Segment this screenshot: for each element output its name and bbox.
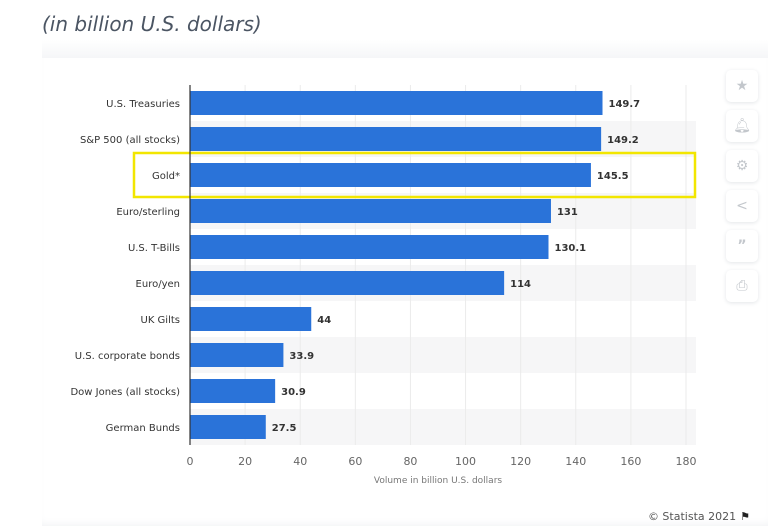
statista-credit[interactable]: © Statista 2021 ⚑ xyxy=(648,510,750,523)
bar xyxy=(190,235,549,259)
value-label: 130.1 xyxy=(554,243,586,254)
bar xyxy=(190,271,505,295)
bar xyxy=(190,307,312,331)
bar xyxy=(190,127,602,151)
category-label: S&P 500 (all stocks) xyxy=(80,135,180,146)
x-tick-label: 60 xyxy=(348,455,362,468)
bell-icon[interactable]: 🔔︎ xyxy=(726,110,758,142)
value-label: 145.5 xyxy=(597,171,629,182)
credit-text: © Statista 2021 xyxy=(647,510,737,523)
x-tick-label: 80 xyxy=(403,455,417,468)
x-axis-title: Volume in billion U.S. dollars xyxy=(374,476,503,486)
gear-icon[interactable]: ⚙ xyxy=(726,150,758,182)
category-label: German Bunds xyxy=(106,423,180,434)
category-label: Dow Jones (all stocks) xyxy=(70,387,180,398)
star-icon[interactable]: ★ xyxy=(726,70,758,102)
bar xyxy=(190,379,276,403)
flag-icon: ⚑ xyxy=(740,510,750,523)
category-label: U.S. Treasuries xyxy=(106,99,180,110)
x-tick-label: 0 xyxy=(187,455,194,468)
value-label: 33.9 xyxy=(289,351,314,362)
row-stripe xyxy=(190,409,696,445)
value-label: 149.7 xyxy=(609,99,641,110)
highlight-box xyxy=(132,151,697,199)
chart-toolbar: ★ 🔔︎ ⚙ < ” ⎙ xyxy=(726,70,758,302)
bar xyxy=(190,199,551,223)
value-label: 149.2 xyxy=(607,135,639,146)
category-label: UK Gilts xyxy=(141,315,181,326)
value-label: 27.5 xyxy=(272,423,297,434)
value-label: 114 xyxy=(510,279,531,290)
share-icon[interactable]: < xyxy=(726,190,758,222)
print-icon[interactable]: ⎙ xyxy=(726,270,758,302)
x-tick-label: 20 xyxy=(238,455,252,468)
category-label: Euro/yen xyxy=(136,279,180,290)
x-tick-label: 180 xyxy=(676,455,697,468)
quote-icon[interactable]: ” xyxy=(726,230,758,262)
x-tick-label: 40 xyxy=(293,455,307,468)
category-label: U.S. corporate bonds xyxy=(75,351,180,362)
bar xyxy=(190,343,284,367)
chart-subtitle: (in billion U.S. dollars) xyxy=(42,12,262,36)
x-tick-label: 140 xyxy=(565,455,586,468)
x-tick-label: 100 xyxy=(455,455,476,468)
bar xyxy=(190,91,603,115)
value-label: 44 xyxy=(317,315,331,326)
value-label: 30.9 xyxy=(281,387,306,398)
bar xyxy=(190,163,591,187)
x-tick-label: 160 xyxy=(620,455,641,468)
x-tick-label: 120 xyxy=(510,455,531,468)
category-label: Gold* xyxy=(152,171,180,182)
category-label: Euro/sterling xyxy=(116,207,180,218)
bar xyxy=(190,415,266,439)
value-label: 131 xyxy=(557,207,578,218)
category-label: U.S. T-Bills xyxy=(128,243,180,254)
card-top-shadow xyxy=(42,40,768,60)
